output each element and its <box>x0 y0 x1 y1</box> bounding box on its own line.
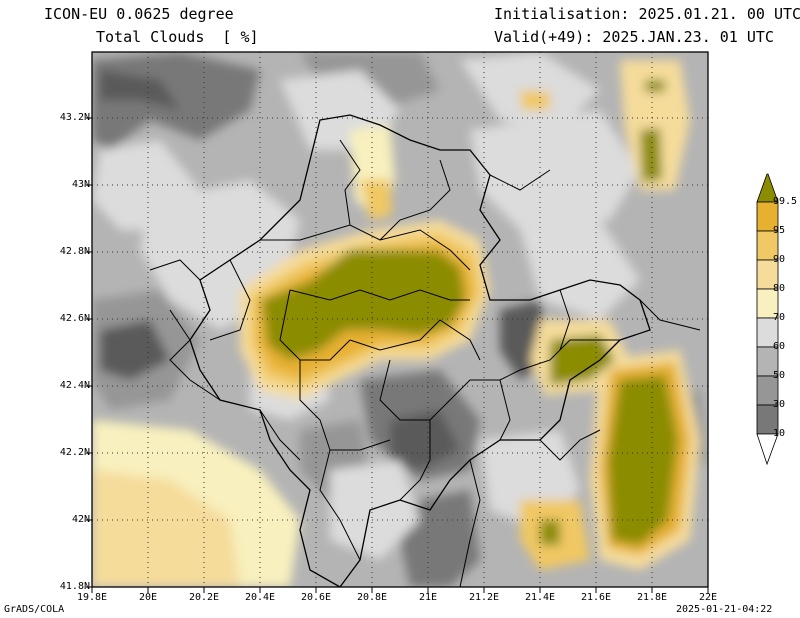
boundaries <box>149 114 701 587</box>
lon-label: 21E <box>418 592 438 603</box>
colorbar-label: 50 <box>773 370 786 381</box>
variable-title: Total Clouds [ %] <box>96 28 259 46</box>
lat-label: 42.8N <box>59 246 90 257</box>
footer-timestamp: 2025-01-21-04:22 <box>676 604 773 615</box>
lon-label: 21.2E <box>468 592 500 603</box>
colorbar-label: 60 <box>773 341 786 352</box>
lat-label: 42N <box>71 514 90 525</box>
lon-label: 20.4E <box>244 592 276 603</box>
lat-label: 41.8N <box>59 581 90 592</box>
lon-label: 20.8E <box>356 592 388 603</box>
lat-label: 42.4N <box>59 380 90 391</box>
lon-label: 22E <box>698 592 718 603</box>
lon-label: 21.4E <box>524 592 556 603</box>
colorbar-label: 95 <box>773 225 786 236</box>
lon-label: 20.2E <box>188 592 220 603</box>
lat-label: 42.2N <box>59 447 90 458</box>
lon-label: 20.6E <box>300 592 332 603</box>
lat-label: 43.2N <box>59 112 90 123</box>
colorbar-label: 80 <box>773 283 786 294</box>
colorbar-label: 10 <box>773 428 786 439</box>
colorbar-label: 30 <box>773 399 786 410</box>
lon-label: 21.8E <box>636 592 668 603</box>
footer-credit: GrADS/COLA <box>4 604 65 615</box>
colorbar-bottom-arrow <box>756 433 779 466</box>
lat-label: 42.6N <box>59 313 90 324</box>
colorbar-label: 70 <box>773 312 786 323</box>
init-time: Initialisation: 2025.01.21. 00 UTC <box>494 5 800 23</box>
lon-label: 20E <box>138 592 158 603</box>
colorbar <box>756 173 779 466</box>
colorbar-label: 90 <box>773 254 786 265</box>
lon-label: 19.8E <box>76 592 108 603</box>
axis-ticks <box>86 117 709 593</box>
lat-label: 43N <box>71 179 90 190</box>
cloud-field <box>92 52 708 587</box>
valid-time: Valid(+49): 2025.JAN.23. 01 UTC <box>494 28 774 46</box>
model-title: ICON-EU 0.0625 degree <box>44 5 234 23</box>
lat-lon-grid <box>92 52 708 587</box>
colorbar-label: 99.5 <box>773 196 798 207</box>
lon-label: 21.6E <box>580 592 612 603</box>
